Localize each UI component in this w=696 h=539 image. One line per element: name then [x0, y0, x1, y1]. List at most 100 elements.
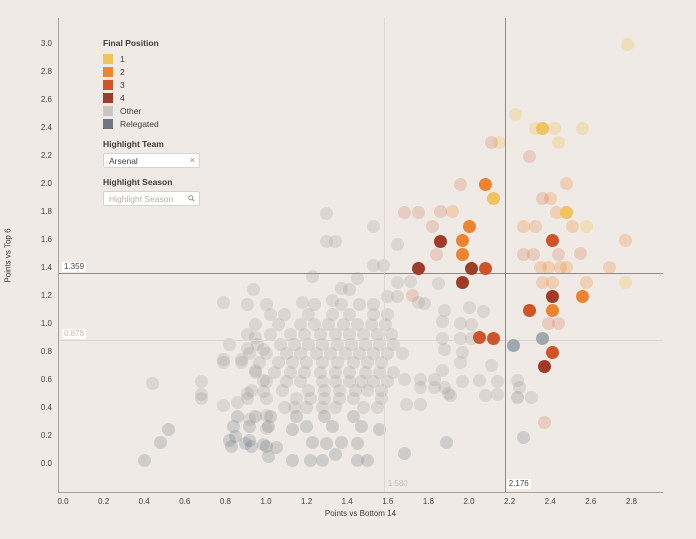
data-point[interactable] — [328, 327, 342, 341]
data-point[interactable] — [354, 375, 368, 389]
data-point[interactable] — [322, 317, 336, 331]
data-point[interactable] — [533, 260, 547, 274]
legend-item[interactable]: Relegated — [103, 117, 223, 130]
data-point[interactable] — [310, 347, 324, 361]
data-point[interactable] — [342, 327, 356, 341]
data-point[interactable] — [367, 308, 381, 322]
data-point[interactable] — [356, 327, 370, 341]
data-point[interactable] — [277, 308, 291, 322]
data-point[interactable] — [576, 121, 590, 135]
data-point[interactable] — [517, 247, 531, 261]
data-point[interactable] — [263, 308, 277, 322]
data-point[interactable] — [553, 260, 567, 274]
data-point[interactable] — [314, 327, 328, 341]
data-point[interactable] — [271, 355, 285, 369]
highlighted-point[interactable] — [523, 303, 537, 317]
data-point[interactable] — [328, 448, 342, 462]
data-point[interactable] — [294, 375, 307, 389]
data-point[interactable] — [259, 298, 273, 312]
legend-item[interactable]: 1 — [103, 52, 223, 65]
data-point[interactable] — [194, 375, 208, 389]
data-point[interactable] — [241, 386, 255, 400]
data-point[interactable] — [285, 422, 299, 436]
data-point[interactable] — [241, 392, 255, 406]
data-point[interactable] — [257, 385, 271, 399]
data-point[interactable] — [249, 330, 263, 344]
data-point[interactable] — [484, 358, 498, 372]
data-point[interactable] — [235, 355, 249, 369]
data-point[interactable] — [367, 259, 381, 273]
data-point[interactable] — [367, 375, 381, 389]
data-point[interactable] — [261, 449, 275, 463]
data-point[interactable] — [350, 453, 364, 467]
data-point[interactable] — [456, 375, 470, 389]
highlight-season-input[interactable] — [104, 193, 187, 204]
data-point[interactable] — [243, 347, 257, 361]
data-point[interactable] — [275, 383, 289, 397]
data-point[interactable] — [432, 277, 446, 291]
data-point[interactable] — [454, 331, 468, 345]
highlighted-point[interactable] — [545, 303, 559, 317]
data-point[interactable] — [545, 275, 559, 289]
data-point[interactable] — [308, 298, 322, 312]
data-point[interactable] — [346, 355, 360, 369]
data-point[interactable] — [257, 343, 271, 357]
data-point[interactable] — [194, 387, 208, 401]
data-point[interactable] — [259, 347, 273, 361]
data-point[interactable] — [298, 365, 312, 379]
highlight-team-box[interactable]: × — [103, 153, 200, 168]
data-point[interactable] — [231, 396, 245, 410]
data-point[interactable] — [492, 135, 506, 149]
data-point[interactable] — [342, 308, 356, 322]
data-point[interactable] — [436, 331, 450, 345]
highlighted-point[interactable] — [535, 331, 549, 345]
data-point[interactable] — [300, 400, 314, 414]
data-point[interactable] — [541, 260, 555, 274]
data-point[interactable] — [440, 435, 454, 449]
data-point[interactable] — [269, 441, 283, 455]
data-point[interactable] — [271, 317, 285, 331]
highlighted-point[interactable] — [478, 177, 492, 191]
data-point[interactable] — [289, 410, 303, 424]
data-point[interactable] — [375, 392, 389, 406]
data-point[interactable] — [385, 327, 399, 341]
data-point[interactable] — [259, 408, 273, 422]
data-point[interactable] — [397, 446, 411, 460]
data-point[interactable] — [289, 392, 303, 406]
highlighted-point[interactable] — [537, 359, 551, 373]
legend-item[interactable]: 4 — [103, 91, 223, 104]
data-point[interactable] — [464, 317, 478, 331]
data-point[interactable] — [352, 347, 366, 361]
data-point[interactable] — [263, 327, 277, 341]
data-point[interactable] — [511, 373, 525, 387]
data-point[interactable] — [257, 438, 271, 452]
data-point[interactable] — [371, 400, 385, 414]
data-point[interactable] — [523, 149, 537, 163]
data-point[interactable] — [241, 341, 255, 355]
data-point[interactable] — [328, 375, 342, 389]
data-point[interactable] — [243, 420, 257, 434]
data-point[interactable] — [298, 327, 312, 341]
data-point[interactable] — [245, 439, 259, 453]
data-point[interactable] — [367, 298, 381, 312]
data-point[interactable] — [259, 421, 273, 435]
data-point[interactable] — [417, 296, 431, 310]
data-point[interactable] — [267, 365, 281, 379]
data-point[interactable] — [397, 372, 411, 386]
data-point[interactable] — [490, 375, 504, 389]
data-point[interactable] — [371, 327, 385, 341]
data-point[interactable] — [551, 247, 565, 261]
data-point[interactable] — [342, 365, 356, 379]
data-point[interactable] — [294, 347, 307, 361]
highlighted-point[interactable] — [507, 338, 521, 352]
data-point[interactable] — [511, 390, 525, 404]
data-point[interactable] — [549, 205, 563, 219]
data-point[interactable] — [444, 389, 458, 403]
data-point[interactable] — [354, 420, 368, 434]
data-point[interactable] — [411, 205, 425, 219]
highlighted-point[interactable] — [486, 331, 500, 345]
data-point[interactable] — [162, 422, 176, 436]
data-point[interactable] — [216, 295, 230, 309]
data-point[interactable] — [367, 219, 381, 233]
data-point[interactable] — [350, 271, 364, 285]
